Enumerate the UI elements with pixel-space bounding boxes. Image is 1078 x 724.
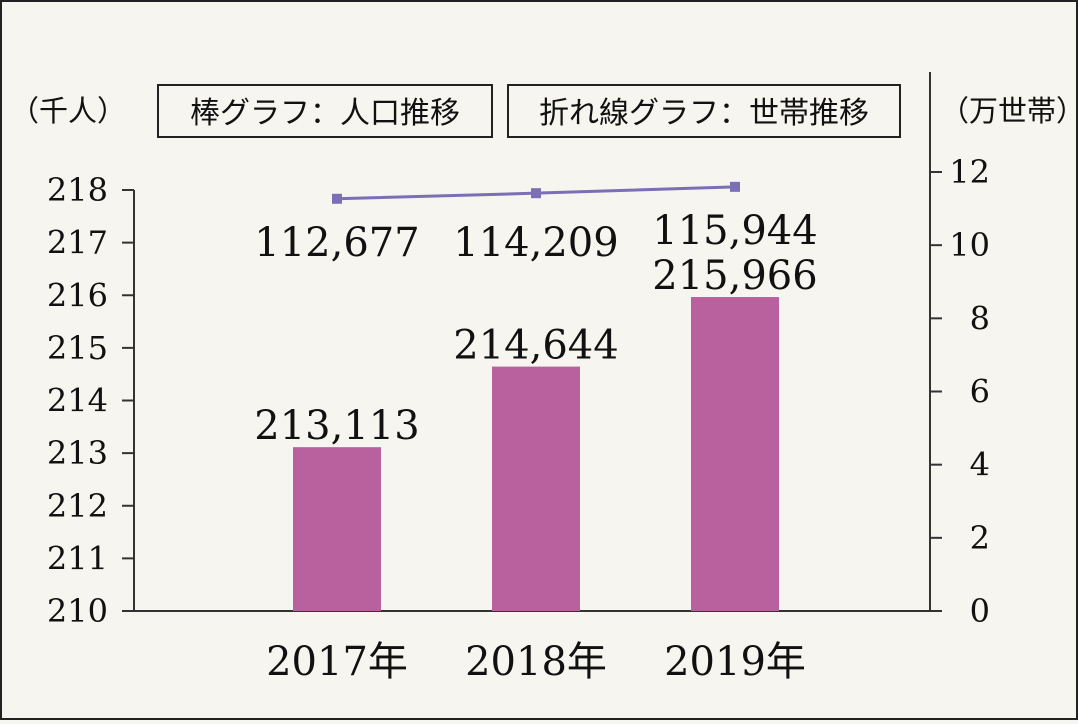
x-axis-category-label: 2017年 bbox=[266, 639, 408, 685]
right-axis-tick-label: 6 bbox=[970, 373, 990, 411]
right-axis-tick-label: 4 bbox=[970, 446, 990, 484]
bar-value-label: 214,644 bbox=[453, 323, 618, 369]
left-axis-tick-label: 210 bbox=[47, 592, 108, 630]
left-axis-unit-label: （千人） bbox=[10, 94, 126, 128]
legend-bar-box bbox=[157, 84, 493, 138]
right-axis-tick-label: 12 bbox=[949, 153, 990, 191]
right-axis-ticks: 0 2 4 6 8 10 12 bbox=[930, 153, 990, 630]
legend: 棒グラフ：人口推移 折れ線グラフ：世帯推移 bbox=[157, 84, 901, 138]
left-axis-tick-label: 213 bbox=[47, 434, 108, 472]
left-axis-ticks: 210 211 212 213 214 215 216 217 218 bbox=[47, 171, 134, 630]
line-series: 112,677 114,209 115,944 bbox=[254, 181, 818, 266]
bar-series: 213,113 214,644 215,966 bbox=[254, 253, 818, 611]
legend-bar-label: 棒グラフ：人口推移 bbox=[190, 96, 460, 131]
line-point bbox=[730, 181, 740, 192]
left-axis-tick-label: 218 bbox=[47, 171, 108, 209]
legend-line-box bbox=[507, 84, 901, 138]
right-axis-tick-label: 0 bbox=[970, 592, 990, 630]
line-value-label: 115,944 bbox=[652, 208, 817, 254]
right-axis-unit-label: （万世帯） bbox=[940, 94, 1078, 128]
left-axis-tick-label: 216 bbox=[47, 276, 108, 314]
x-axis-labels: 2017年 2018年 2019年 bbox=[266, 639, 806, 685]
right-axis-tick-label: 8 bbox=[970, 299, 990, 337]
right-axis-tick-label: 10 bbox=[949, 226, 990, 264]
left-axis-tick-label: 211 bbox=[47, 539, 108, 577]
bar bbox=[293, 447, 381, 611]
legend-line-label: 折れ線グラフ：世帯推移 bbox=[539, 96, 869, 131]
left-axis-tick-label: 215 bbox=[47, 329, 108, 367]
x-axis-category-label: 2019年 bbox=[664, 639, 806, 685]
x-axis-category-label: 2018年 bbox=[465, 639, 607, 685]
left-axis-tick-label: 214 bbox=[47, 382, 108, 420]
bar-value-label: 215,966 bbox=[652, 253, 817, 299]
line-value-label: 114,209 bbox=[453, 220, 618, 266]
line-value-label: 112,677 bbox=[254, 220, 419, 266]
bar-value-label: 213,113 bbox=[254, 403, 419, 449]
bar bbox=[691, 297, 779, 611]
right-axis-tick-label: 2 bbox=[970, 519, 990, 557]
line-point bbox=[531, 188, 541, 199]
left-axis-tick-label: 217 bbox=[47, 224, 108, 262]
left-axis-tick-label: 212 bbox=[47, 487, 108, 525]
bar bbox=[492, 366, 580, 611]
line-point bbox=[332, 193, 342, 204]
